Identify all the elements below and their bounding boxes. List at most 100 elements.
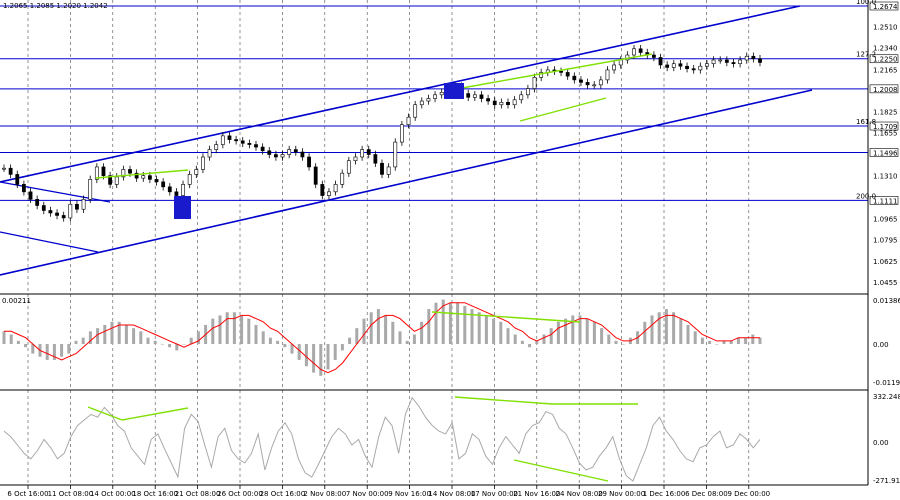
cci-tick-label: -271.918 xyxy=(873,477,900,485)
divergence-line xyxy=(431,311,581,323)
macd-bar xyxy=(607,334,611,345)
macd-bar xyxy=(729,340,733,345)
price-tick-label: 1.1310 xyxy=(873,173,898,181)
candle-body xyxy=(333,184,338,193)
candle-body xyxy=(68,203,73,219)
candle-body xyxy=(121,169,126,178)
macd-bar xyxy=(283,344,287,348)
macd-bar xyxy=(470,309,474,345)
candle-body xyxy=(220,135,225,145)
level-price-box xyxy=(869,84,899,94)
macd-bar xyxy=(232,312,236,345)
candle-body xyxy=(705,63,709,67)
macd-bar xyxy=(456,302,460,345)
macd-bar xyxy=(412,334,416,345)
candle-body xyxy=(48,210,53,214)
macd-bar xyxy=(398,331,402,345)
candle-body xyxy=(108,175,113,185)
level-price-label: 1.2250 xyxy=(873,56,898,64)
candle-body xyxy=(419,100,424,106)
candle-body xyxy=(174,191,179,196)
macd-bar xyxy=(240,315,244,345)
macd-bar xyxy=(290,344,294,354)
macd-bar xyxy=(376,309,380,345)
candle-body xyxy=(101,166,106,176)
candle-body xyxy=(698,65,703,71)
candle-body xyxy=(506,101,510,106)
candle-body xyxy=(366,149,371,155)
candle-body xyxy=(758,58,762,63)
macd-bar xyxy=(132,328,136,345)
macd-bar xyxy=(312,344,316,373)
price-tick-label: 1.0625 xyxy=(873,258,898,266)
candle-body xyxy=(327,191,331,196)
macd-bar xyxy=(708,340,712,345)
macd-bar xyxy=(643,321,647,345)
candle-body xyxy=(194,169,199,175)
x-tick-label: 7 Nov 00:00 xyxy=(346,490,389,498)
macd-bar xyxy=(254,324,258,345)
candle-body xyxy=(55,212,59,216)
candle-body xyxy=(313,166,318,185)
candle-body xyxy=(61,215,66,219)
candle-body xyxy=(598,79,603,86)
x-tick-label: 1 Dec 16:00 xyxy=(643,490,686,498)
candle-body xyxy=(41,205,46,211)
candle-body xyxy=(273,154,278,158)
candle-body xyxy=(711,59,716,65)
candle-body xyxy=(738,59,743,65)
macd-bar xyxy=(477,312,481,345)
macd-bar xyxy=(268,337,272,345)
macd-bar xyxy=(484,315,488,345)
candle-body xyxy=(128,169,132,174)
macd-bar xyxy=(506,328,510,345)
candle-body xyxy=(718,59,723,62)
macd-bar xyxy=(348,337,352,345)
x-tick-label: 24 Nov 08:00 xyxy=(556,490,603,498)
macd-bar xyxy=(664,309,668,345)
macd-tick-label: 0.00 xyxy=(873,341,889,349)
candle-body xyxy=(565,72,570,77)
macd-bar xyxy=(520,340,524,345)
candle-body xyxy=(260,146,265,152)
macd-bar xyxy=(556,321,560,345)
candle-body xyxy=(88,179,93,200)
candle-body xyxy=(539,72,544,78)
macd-bar xyxy=(384,315,388,345)
price-tick-label: 1.0795 xyxy=(873,237,898,245)
candle-body xyxy=(512,99,517,106)
candle-body xyxy=(731,62,736,65)
macd-bar xyxy=(211,318,215,345)
x-tick-label: 17 Nov 00:00 xyxy=(471,490,518,498)
macd-bar xyxy=(672,312,676,345)
macd-bar xyxy=(499,321,503,345)
macd-bar xyxy=(189,337,193,345)
candle-body xyxy=(28,191,33,200)
candle-body xyxy=(8,167,13,175)
candle-body xyxy=(605,69,610,81)
macd-bar xyxy=(218,315,222,345)
candle-body xyxy=(486,98,491,102)
macd-bar xyxy=(168,344,172,348)
macd-bar xyxy=(679,318,683,345)
candle-body xyxy=(254,144,258,148)
macd-bar xyxy=(528,344,532,348)
candle-body xyxy=(141,175,146,179)
macd-bar xyxy=(542,334,546,345)
candle-body xyxy=(532,77,537,89)
macd-bar xyxy=(405,340,409,345)
macd-bar xyxy=(564,318,568,345)
candle-body xyxy=(433,94,437,99)
x-tick-label: 9 Dec 00:00 xyxy=(727,490,770,498)
candle-body xyxy=(94,166,99,180)
candle-body xyxy=(665,64,670,68)
candle-body xyxy=(340,172,345,185)
macd-bar xyxy=(448,302,452,345)
level-price-box xyxy=(869,54,899,64)
level-price-label: 1.1496 xyxy=(873,150,898,158)
macd-bar xyxy=(549,328,553,345)
macd-bar xyxy=(9,334,13,345)
macd-bar xyxy=(31,344,35,354)
cci-line xyxy=(3,396,761,482)
